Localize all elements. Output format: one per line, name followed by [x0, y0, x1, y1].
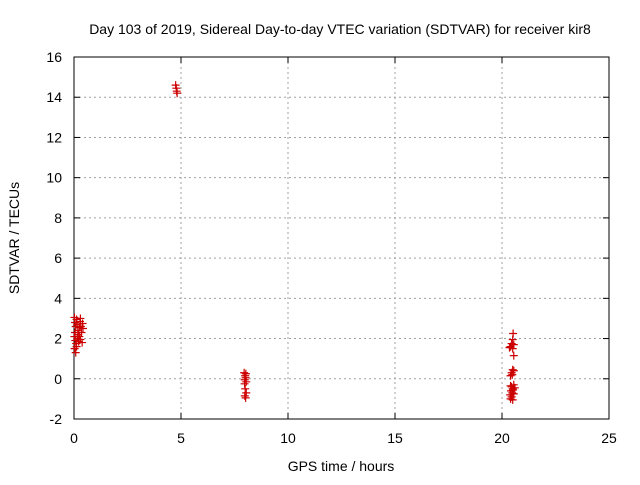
x-axis-label: GPS time / hours — [288, 458, 395, 474]
y-tick-label: 16 — [46, 49, 62, 65]
data-point — [508, 335, 517, 344]
axis-ticks — [73, 56, 610, 420]
x-tick-label: 5 — [177, 430, 185, 446]
x-tick-label: 10 — [280, 430, 296, 446]
data-point — [241, 384, 250, 393]
y-tick-label: 2 — [54, 331, 62, 347]
y-tick-label: 4 — [54, 290, 62, 306]
data-point — [78, 338, 87, 347]
data-point — [242, 377, 251, 386]
data-point — [70, 313, 79, 322]
data-point — [74, 337, 83, 346]
data-point — [75, 332, 84, 341]
y-tick-label: 8 — [54, 210, 62, 226]
tick-labels: 0 5 10 15 20 25 -2 0 2 4 6 8 10 12 14 16 — [46, 49, 617, 446]
data-point — [509, 385, 518, 394]
x-tick-label: 15 — [387, 430, 403, 446]
y-tick-label: 14 — [46, 89, 62, 105]
data-point — [241, 369, 250, 378]
x-tick-label: 25 — [601, 430, 617, 446]
data-point — [71, 348, 80, 357]
data-point — [76, 314, 85, 323]
x-tick-label: 0 — [70, 430, 78, 446]
plot-frame — [73, 56, 610, 420]
y-tick-label: 10 — [46, 170, 62, 186]
data-point — [70, 344, 79, 353]
data-point — [72, 315, 81, 324]
data-point — [240, 391, 249, 400]
y-tick-label: 0 — [54, 371, 62, 387]
data-point — [72, 342, 81, 351]
grid-lines — [74, 57, 609, 419]
data-point — [509, 389, 518, 398]
data-point — [508, 370, 517, 379]
data-point — [509, 366, 518, 375]
y-tick-label: 6 — [54, 250, 62, 266]
data-point — [509, 351, 518, 360]
data-point — [506, 394, 515, 403]
data-point — [75, 323, 84, 332]
chart-title: Day 103 of 2019, Sidereal Day-to-day VTE… — [89, 21, 591, 37]
y-tick-label: 12 — [46, 129, 62, 145]
y-axis-label: SDTVAR / TECUs — [6, 182, 22, 294]
data-point — [173, 89, 182, 98]
data-points — [70, 81, 519, 404]
x-tick-label: 20 — [494, 430, 510, 446]
data-point — [240, 379, 249, 388]
data-point — [241, 393, 250, 402]
data-point — [78, 324, 87, 333]
data-point — [508, 344, 517, 353]
data-point — [77, 328, 86, 337]
data-point — [509, 340, 518, 349]
y-tick-label: -2 — [50, 411, 63, 427]
